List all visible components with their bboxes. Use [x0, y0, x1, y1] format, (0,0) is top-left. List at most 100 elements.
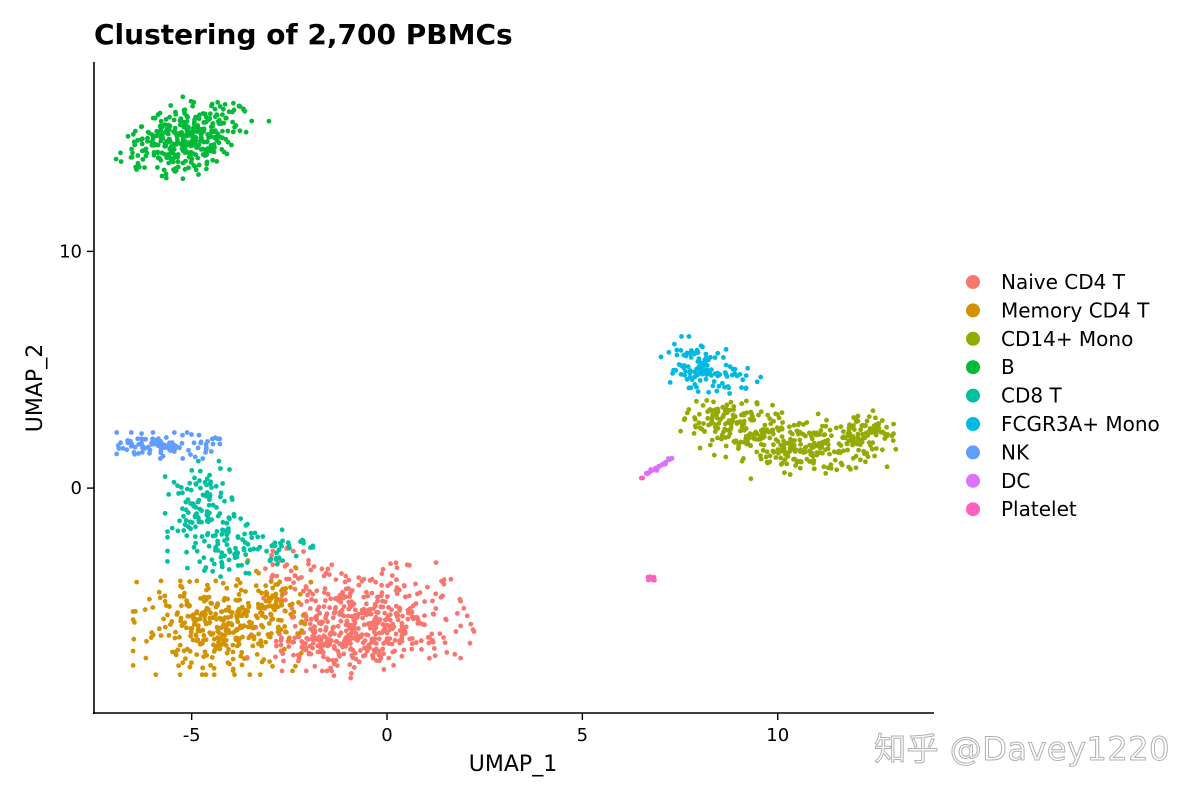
point-naive-cd4-t: [307, 589, 313, 594]
point-naive-cd4-t: [438, 594, 444, 600]
point-cd14-mono: [712, 407, 718, 413]
point-memory-cd4-t: [176, 663, 182, 669]
point-memory-cd4-t: [284, 629, 289, 635]
point-cd14-mono: [770, 431, 776, 437]
point-naive-cd4-t: [439, 578, 444, 584]
point-fcgr3a-mono: [686, 351, 692, 356]
point-naive-cd4-t: [333, 657, 339, 663]
point-naive-cd4-t: [419, 647, 424, 652]
point-naive-cd4-t: [369, 576, 375, 582]
point-nk: [209, 436, 215, 442]
point-cd8-t: [276, 555, 282, 561]
point-naive-cd4-t: [367, 625, 373, 631]
legend-swatch-fcgr3a-mono: [966, 417, 980, 431]
point-cd8-t: [218, 494, 223, 500]
point-cd8-t: [235, 534, 241, 539]
point-cd8-t: [201, 555, 207, 561]
point-cd8-t: [222, 538, 228, 543]
point-fcgr3a-mono: [754, 379, 760, 385]
point-naive-cd4-t: [343, 594, 349, 600]
point-memory-cd4-t: [237, 612, 242, 618]
point-cd8-t: [248, 530, 254, 536]
point-cd8-t: [217, 511, 223, 516]
point-b: [210, 157, 216, 163]
point-naive-cd4-t: [273, 654, 278, 660]
point-cd8-t: [257, 544, 263, 550]
point-cd14-mono: [779, 410, 785, 415]
point-b: [220, 112, 225, 117]
point-naive-cd4-t: [311, 564, 317, 569]
legend-label-dc: DC: [1001, 469, 1030, 493]
point-cd14-mono: [715, 435, 720, 441]
point-memory-cd4-t: [195, 637, 201, 643]
point-memory-cd4-t: [219, 609, 224, 615]
point-cd8-t: [218, 574, 224, 579]
point-cd14-mono: [857, 442, 863, 448]
point-memory-cd4-t: [213, 578, 219, 584]
point-cd8-t: [198, 485, 203, 491]
point-fcgr3a-mono: [678, 371, 684, 377]
point-fcgr3a-mono: [727, 391, 732, 396]
point-cd14-mono: [864, 418, 870, 424]
point-naive-cd4-t: [308, 626, 313, 632]
point-cd14-mono: [739, 401, 745, 407]
point-cd14-mono: [817, 443, 822, 449]
point-fcgr3a-mono: [658, 354, 664, 360]
point-naive-cd4-t: [313, 598, 319, 604]
point-memory-cd4-t: [217, 646, 223, 652]
point-nk: [208, 449, 214, 454]
point-cd14-mono: [822, 432, 828, 437]
point-naive-cd4-t: [368, 640, 374, 645]
point-naive-cd4-t: [448, 576, 454, 582]
point-b: [229, 142, 234, 148]
point-naive-cd4-t: [337, 610, 343, 616]
point-memory-cd4-t: [169, 619, 175, 624]
point-naive-cd4-t: [433, 560, 439, 565]
point-b: [198, 135, 204, 140]
point-cd14-mono: [885, 432, 891, 437]
point-cd8-t: [214, 505, 219, 510]
point-b: [180, 176, 186, 182]
point-memory-cd4-t: [266, 621, 272, 626]
legend-swatch-platelet: [966, 502, 980, 517]
point-naive-cd4-t: [288, 568, 294, 574]
point-naive-cd4-t: [406, 593, 412, 599]
point-cd8-t: [247, 547, 253, 553]
point-cd8-t: [180, 490, 185, 496]
point-cd8-t: [226, 515, 232, 520]
point-b: [180, 94, 186, 100]
point-naive-cd4-t: [407, 605, 413, 611]
point-cd14-mono: [684, 410, 690, 416]
point-naive-cd4-t: [373, 579, 379, 585]
point-b: [135, 160, 141, 166]
point-cd8-t: [193, 540, 199, 546]
point-naive-cd4-t: [269, 552, 274, 558]
point-cd8-t: [181, 528, 187, 533]
point-cd14-mono: [771, 442, 776, 448]
point-memory-cd4-t: [226, 647, 231, 652]
point-cd14-mono: [770, 448, 776, 454]
point-memory-cd4-t: [215, 602, 221, 608]
point-fcgr3a-mono: [688, 355, 694, 360]
point-memory-cd4-t: [178, 615, 184, 621]
point-cd14-mono: [727, 431, 733, 436]
legend-label-naive-cd4-t: Naive CD4 T: [1001, 270, 1126, 294]
point-fcgr3a-mono: [706, 389, 711, 395]
point-b: [169, 147, 174, 152]
point-naive-cd4-t: [331, 610, 337, 616]
point-cd8-t: [218, 466, 223, 471]
point-memory-cd4-t: [156, 589, 162, 595]
point-memory-cd4-t: [209, 655, 215, 660]
point-cd8-t: [185, 565, 190, 571]
point-cd14-mono: [831, 449, 837, 455]
point-nk: [186, 447, 191, 453]
point-cd14-mono: [872, 453, 877, 459]
point-cd14-mono: [858, 427, 863, 433]
point-memory-cd4-t: [270, 616, 276, 622]
point-cd14-mono: [723, 410, 728, 416]
point-naive-cd4-t: [352, 634, 358, 640]
point-cd14-mono: [833, 425, 839, 431]
point-cd14-mono: [701, 421, 706, 426]
point-naive-cd4-t: [316, 604, 322, 610]
